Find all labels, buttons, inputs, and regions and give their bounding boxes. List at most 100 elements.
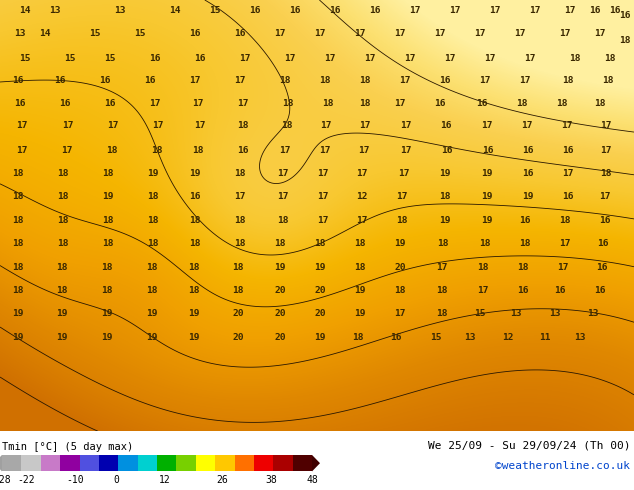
Bar — [41, 455, 60, 471]
Text: 17: 17 — [410, 5, 421, 15]
Text: 18: 18 — [12, 216, 23, 225]
Text: 17: 17 — [394, 309, 406, 318]
Text: 17: 17 — [394, 28, 406, 38]
Text: 19: 19 — [188, 333, 200, 343]
Text: 17: 17 — [398, 169, 410, 178]
Text: 18: 18 — [436, 286, 448, 295]
Text: 17: 17 — [557, 263, 569, 272]
Text: 17: 17 — [237, 99, 249, 108]
Text: 17: 17 — [354, 28, 366, 38]
Text: 18: 18 — [152, 146, 163, 155]
Text: 16: 16 — [440, 121, 452, 130]
Text: 18: 18 — [562, 76, 574, 85]
Text: 18: 18 — [12, 239, 23, 248]
Text: 17: 17 — [16, 146, 28, 155]
Text: 18: 18 — [439, 192, 451, 201]
Text: 18: 18 — [146, 286, 158, 295]
Text: 16: 16 — [190, 192, 201, 201]
Text: 13: 13 — [14, 28, 26, 38]
Text: 18: 18 — [281, 121, 293, 130]
Text: 19: 19 — [354, 286, 366, 295]
Text: 16: 16 — [482, 146, 494, 155]
Bar — [254, 455, 273, 471]
Text: 17: 17 — [519, 76, 531, 85]
Text: 19: 19 — [314, 333, 326, 343]
Bar — [99, 455, 119, 471]
Text: 13: 13 — [587, 309, 598, 318]
Text: 16: 16 — [522, 146, 534, 155]
Text: 18: 18 — [396, 216, 408, 225]
Text: 17: 17 — [324, 54, 336, 63]
Text: 17: 17 — [190, 76, 201, 85]
Text: 19: 19 — [56, 309, 68, 318]
Text: 17: 17 — [521, 121, 533, 130]
Text: 17: 17 — [564, 5, 576, 15]
Bar — [22, 455, 41, 471]
Text: 18: 18 — [147, 239, 158, 248]
Text: 20: 20 — [314, 286, 326, 295]
Text: 18: 18 — [437, 239, 449, 248]
Text: 19: 19 — [354, 309, 366, 318]
Text: 16: 16 — [14, 99, 26, 108]
Text: 19: 19 — [188, 309, 200, 318]
Text: 16: 16 — [234, 28, 246, 38]
Text: 18: 18 — [519, 239, 531, 248]
Text: -28: -28 — [0, 474, 11, 485]
Bar — [79, 455, 99, 471]
Text: 13: 13 — [549, 309, 560, 318]
Text: 18: 18 — [556, 99, 568, 108]
Text: 18: 18 — [359, 99, 371, 108]
Text: 18: 18 — [57, 169, 68, 178]
Text: 18: 18 — [277, 216, 288, 225]
Text: -22: -22 — [18, 474, 36, 485]
Text: 0: 0 — [113, 474, 119, 485]
Text: 17: 17 — [484, 54, 496, 63]
Text: 20: 20 — [232, 309, 243, 318]
Text: 17: 17 — [399, 76, 411, 85]
Bar — [138, 455, 157, 471]
Text: 18: 18 — [604, 54, 616, 63]
Text: 17: 17 — [239, 54, 251, 63]
Text: 18: 18 — [314, 239, 326, 248]
Text: 19: 19 — [481, 169, 493, 178]
Text: 13: 13 — [574, 333, 586, 343]
Text: 17: 17 — [365, 54, 376, 63]
Bar — [293, 455, 312, 471]
Text: 17: 17 — [317, 216, 329, 225]
Text: 16: 16 — [249, 5, 261, 15]
Text: 18: 18 — [354, 239, 366, 248]
Text: 17: 17 — [444, 54, 456, 63]
Text: 18: 18 — [354, 263, 366, 272]
Text: 20: 20 — [275, 333, 286, 343]
Text: 19: 19 — [146, 309, 158, 318]
Text: 16: 16 — [12, 76, 23, 85]
Text: 16: 16 — [104, 99, 116, 108]
Text: 17: 17 — [192, 99, 204, 108]
Text: 18: 18 — [394, 286, 406, 295]
Text: 16: 16 — [554, 286, 566, 295]
Text: 18: 18 — [234, 169, 246, 178]
Text: 18: 18 — [12, 169, 23, 178]
Text: 16: 16 — [596, 263, 608, 272]
Text: 18: 18 — [190, 216, 201, 225]
Text: 17: 17 — [317, 192, 329, 201]
Text: 17: 17 — [600, 121, 612, 130]
Text: 17: 17 — [450, 5, 461, 15]
Text: 18: 18 — [192, 146, 204, 155]
Text: 18: 18 — [147, 192, 158, 201]
Text: 17: 17 — [559, 28, 571, 38]
Text: 19: 19 — [481, 192, 493, 201]
Text: 17: 17 — [317, 169, 329, 178]
Text: 48: 48 — [306, 474, 318, 485]
Text: 18: 18 — [477, 263, 489, 272]
Text: 17: 17 — [16, 121, 28, 130]
Polygon shape — [0, 455, 2, 471]
Text: 17: 17 — [320, 146, 331, 155]
Text: 16: 16 — [100, 76, 111, 85]
Bar — [215, 455, 235, 471]
Text: 18: 18 — [275, 239, 286, 248]
Text: We 25/09 - Su 29/09/24 (Th 00): We 25/09 - Su 29/09/24 (Th 00) — [427, 441, 630, 450]
Text: 16: 16 — [369, 5, 381, 15]
Text: 16: 16 — [597, 239, 609, 248]
Text: 17: 17 — [562, 169, 574, 178]
